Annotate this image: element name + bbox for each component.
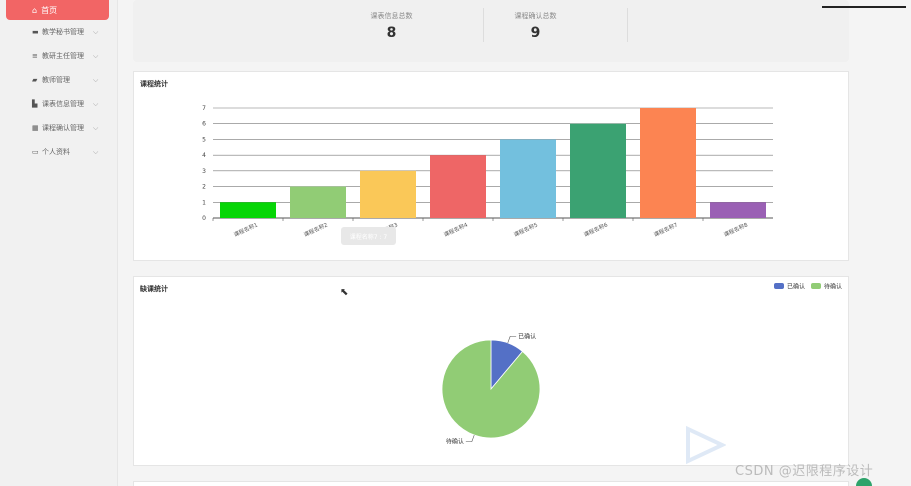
home-icon: ⌂ bbox=[32, 5, 38, 15]
sidebar-item-label: 教师管理 bbox=[42, 76, 70, 84]
sidebar-item-label: 教研主任管理 bbox=[42, 52, 84, 60]
bar bbox=[710, 202, 766, 218]
chevron-down-icon: ⌵ bbox=[93, 51, 99, 60]
grid-icon: ▦ bbox=[32, 124, 39, 132]
label-line bbox=[507, 336, 517, 344]
sidebar-item-profile[interactable]: ▭ 个人资料 ⌵ bbox=[0, 141, 118, 163]
x-tick-label: 课程名称8 bbox=[722, 220, 749, 238]
absence-chart-card: 缺课统计 已确认 待确认 已确认 待确认 bbox=[133, 276, 849, 466]
mouse-cursor-icon: ⬉ bbox=[340, 287, 349, 298]
bar bbox=[220, 202, 276, 218]
sidebar-item-label: 首页 bbox=[41, 5, 58, 15]
y-tick-label: 2 bbox=[202, 184, 206, 191]
chart-title: 课程统计 bbox=[140, 80, 168, 88]
x-tick-label: 课程名称1 bbox=[232, 221, 258, 239]
stat-confirm-count: 课程确认总数 9 bbox=[463, 0, 608, 42]
bar bbox=[360, 170, 416, 218]
watermark: CSDN @迟限程序设计 bbox=[735, 464, 874, 479]
stat-title: 课表信息总数 bbox=[370, 12, 413, 20]
sidebar-item-home[interactable]: ⌂ 首页 bbox=[6, 0, 109, 20]
pie-slice bbox=[441, 339, 541, 439]
chevron-down-icon: ⌵ bbox=[93, 99, 99, 108]
sidebar-item-label: 课表信息管理 bbox=[42, 100, 84, 108]
top-right-bar bbox=[822, 6, 906, 8]
sidebar-item-schedule[interactable]: ▙ 课表信息管理 ⌵ bbox=[0, 93, 118, 115]
bar bbox=[640, 108, 696, 218]
y-tick-label: 1 bbox=[202, 199, 206, 206]
y-tick-label: 4 bbox=[202, 152, 206, 159]
bar bbox=[570, 123, 626, 218]
next-card bbox=[133, 481, 849, 486]
sidebar-item-secretary[interactable]: ▬ 教学秘书管理 ⌵ bbox=[0, 21, 118, 43]
slice-label: 待确认 bbox=[446, 438, 464, 446]
x-tick-label: 课程名称4 bbox=[442, 220, 469, 238]
y-tick-label: 3 bbox=[202, 168, 206, 175]
chevron-down-icon: ⌵ bbox=[93, 27, 99, 36]
legend-label: 已确认 bbox=[787, 283, 805, 291]
slice-label: 已确认 bbox=[518, 332, 536, 340]
legend-label: 待确认 bbox=[824, 283, 842, 291]
folder-icon: ▙ bbox=[32, 100, 38, 108]
bar-chart: 01234567课程名称1课程名称2课程名称3课程名称4课程名称5课程名称6课程… bbox=[202, 105, 773, 239]
sidebar-item-label: 课程确认管理 bbox=[42, 124, 84, 132]
x-tick-label: 课程名称6 bbox=[582, 220, 609, 238]
status-dot bbox=[856, 478, 872, 486]
chart-title: 缺课统计 bbox=[140, 285, 168, 293]
calendar-icon: ▭ bbox=[32, 148, 39, 156]
watermark-logo-icon bbox=[686, 425, 726, 465]
stat-value: 9 bbox=[530, 25, 541, 41]
bar bbox=[430, 155, 486, 218]
stat-value: 8 bbox=[386, 25, 397, 41]
divider bbox=[627, 8, 628, 42]
sidebar-item-teacher[interactable]: ▰ 教师管理 ⌵ bbox=[0, 69, 118, 91]
chat-icon: ▬ bbox=[32, 28, 39, 36]
y-tick-label: 0 bbox=[202, 215, 206, 222]
sidebar-item-director[interactable]: ≡ 教研主任管理 ⌵ bbox=[0, 45, 118, 67]
x-tick-label: 课程名称5 bbox=[512, 220, 539, 238]
y-tick-label: 6 bbox=[202, 121, 206, 128]
sidebar: ⌂ 首页 ▬ 教学秘书管理 ⌵ ≡ 教研主任管理 ⌵ ▰ 教师管理 ⌵ ▙ 课表… bbox=[0, 0, 118, 486]
stats-card: 课表信息总数 8 课程确认总数 9 bbox=[133, 0, 849, 62]
bar bbox=[500, 139, 556, 218]
sidebar-item-label: 个人资料 bbox=[42, 148, 70, 156]
bar bbox=[290, 186, 346, 218]
list-icon: ≡ bbox=[32, 52, 38, 60]
label-line bbox=[465, 434, 475, 442]
chart-tooltip: 课程名称7 : 7 bbox=[341, 227, 396, 245]
y-tick-label: 5 bbox=[202, 136, 206, 143]
x-tick-label: 课程名称2 bbox=[302, 221, 328, 239]
course-chart-card: 课程统计 01234567课程名称1课程名称2课程名称3课程名称4课程名称5课程… bbox=[133, 71, 849, 261]
chevron-down-icon: ⌵ bbox=[93, 147, 99, 156]
chevron-down-icon: ⌵ bbox=[93, 75, 99, 84]
legend-swatch bbox=[811, 283, 821, 289]
x-tick-label: 课程名称7 bbox=[652, 220, 679, 238]
sidebar-item-label: 教学秘书管理 bbox=[42, 28, 84, 36]
briefcase-icon: ▰ bbox=[32, 76, 38, 84]
legend-swatch bbox=[774, 283, 784, 289]
divider bbox=[483, 8, 484, 42]
stat-title: 课程确认总数 bbox=[514, 12, 557, 20]
y-tick-label: 7 bbox=[202, 105, 206, 112]
sidebar-item-course-confirm[interactable]: ▦ 课程确认管理 ⌵ bbox=[0, 117, 118, 139]
chevron-down-icon: ⌵ bbox=[93, 123, 99, 132]
stat-schedule-count: 课表信息总数 8 bbox=[319, 0, 464, 42]
